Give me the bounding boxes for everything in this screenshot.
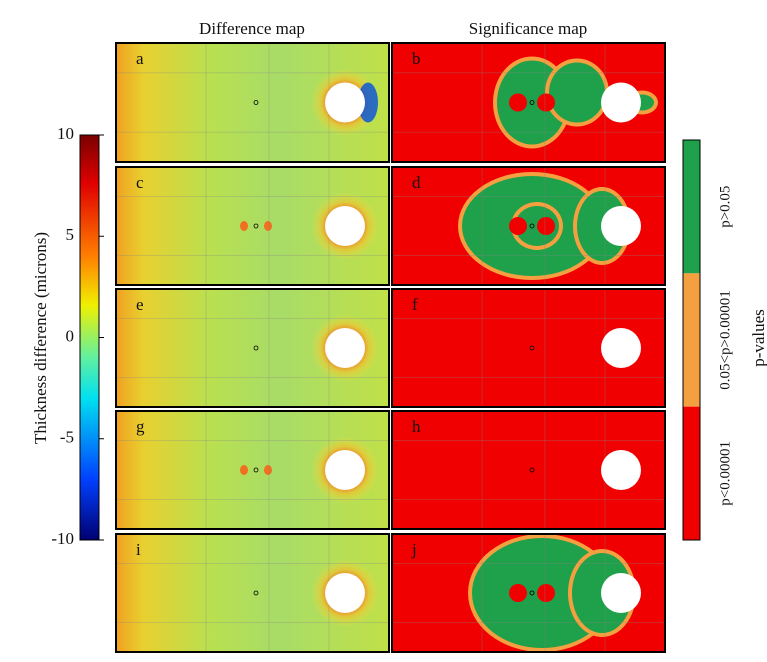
- optic-disc: [325, 573, 365, 613]
- panel: c: [115, 166, 390, 286]
- panel: g: [115, 410, 390, 530]
- colorbar-tick-label: 10: [57, 124, 74, 143]
- red-hole: [509, 217, 527, 235]
- fovea-marker: [253, 467, 259, 473]
- panel: h: [391, 410, 666, 530]
- panel-letter: d: [412, 173, 421, 192]
- significance-region: [549, 62, 605, 123]
- fovea-marker: [529, 467, 535, 473]
- panel: a: [115, 42, 390, 163]
- panel-letter: f: [412, 295, 418, 314]
- legend-swatch: [683, 140, 700, 274]
- red-hole: [509, 584, 527, 602]
- blue-region: [358, 82, 378, 123]
- column-title: Difference map: [199, 19, 305, 38]
- panel-letter: b: [412, 49, 421, 68]
- legend-label: p<0.00001: [717, 441, 733, 506]
- legend-title: p-values: [749, 309, 767, 367]
- panel-frame: [115, 42, 390, 163]
- colorbar: [79, 134, 100, 541]
- panel-letter: a: [136, 49, 144, 68]
- panel: e: [115, 288, 390, 408]
- spot: [240, 465, 248, 475]
- panel-frame: [115, 533, 390, 653]
- optic-disc: [325, 206, 365, 246]
- panel: d: [391, 166, 666, 286]
- optic-disc: [325, 450, 365, 490]
- panel-frame: [391, 166, 666, 286]
- fovea-marker: [253, 100, 259, 105]
- optic-disc: [601, 450, 641, 490]
- spot: [264, 221, 272, 231]
- red-hole: [537, 217, 555, 235]
- colorbar-tick-label: 0: [66, 326, 75, 345]
- panel-frame: [391, 533, 666, 653]
- fovea-marker: [529, 345, 535, 351]
- panel-frame: [391, 288, 666, 408]
- legend-swatch: [683, 273, 700, 407]
- colorbar-label: Thickness difference (microns): [31, 232, 50, 444]
- panel-frame: [391, 42, 666, 163]
- column-title: Significance map: [469, 19, 588, 38]
- legend-label: 0.05<p>0.00001: [717, 290, 733, 389]
- panel-letter: i: [136, 540, 141, 559]
- colorbar-tick-label: 5: [66, 225, 75, 244]
- optic-disc: [601, 573, 641, 613]
- panel-letter: g: [136, 417, 145, 436]
- panel-frame: [391, 410, 666, 530]
- spot: [240, 221, 248, 231]
- legend-label: p>0.05: [717, 186, 733, 228]
- optic-disc: [325, 328, 365, 368]
- panel-letter: j: [411, 540, 417, 559]
- fovea-marker: [253, 223, 259, 229]
- optic-disc: [325, 82, 365, 123]
- panel: i: [115, 533, 390, 653]
- panel-frame: [115, 288, 390, 408]
- fovea-marker: [253, 345, 259, 351]
- panel-letter: h: [412, 417, 421, 436]
- optic-disc: [601, 82, 641, 123]
- optic-disc: [601, 328, 641, 368]
- colorbar-tick-label: -10: [51, 529, 74, 548]
- red-hole: [537, 584, 555, 602]
- panel: j: [391, 533, 666, 653]
- panel-frame: [115, 166, 390, 286]
- fovea-marker: [529, 100, 535, 105]
- legend-frame: [682, 139, 701, 541]
- red-hole: [537, 93, 555, 112]
- fovea-marker: [253, 590, 259, 596]
- panel-frame: [115, 410, 390, 530]
- optic-disc: [601, 206, 641, 246]
- panel: f: [391, 288, 666, 408]
- fovea-marker: [529, 223, 535, 229]
- fovea-marker: [529, 590, 535, 596]
- red-hole: [509, 93, 527, 112]
- spot: [264, 465, 272, 475]
- panel-letter: c: [136, 173, 144, 192]
- panel: b: [391, 42, 666, 163]
- legend-swatch: [683, 406, 700, 540]
- colorbar-tick-label: -5: [60, 428, 74, 447]
- panel-letter: e: [136, 295, 144, 314]
